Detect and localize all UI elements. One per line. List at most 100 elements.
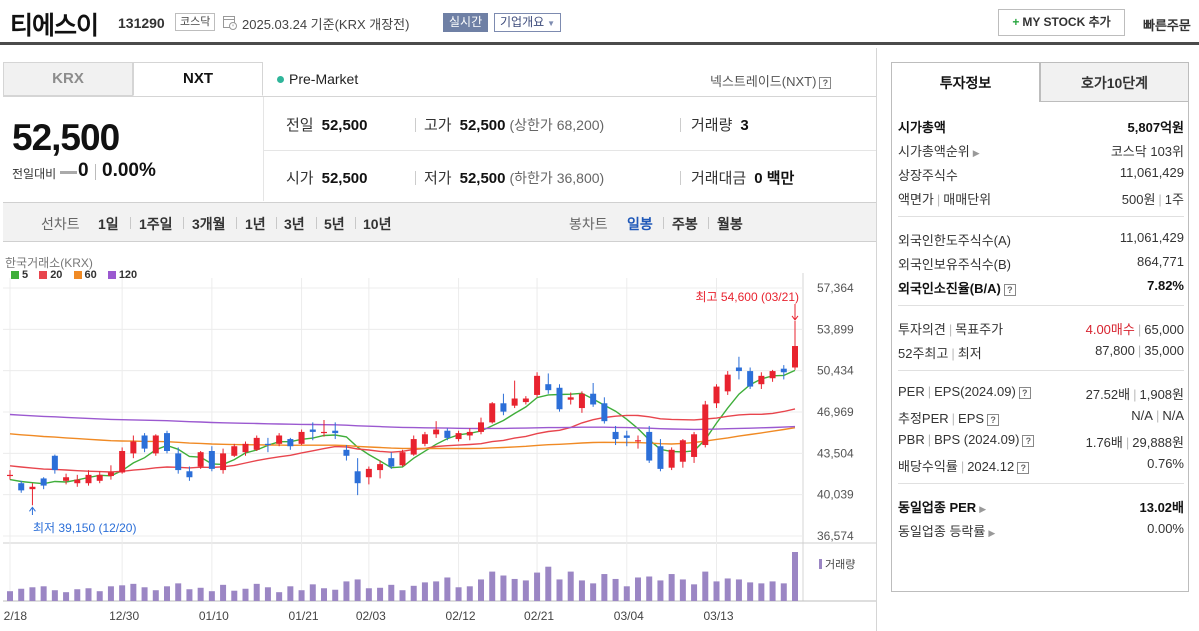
volume-bar (556, 579, 563, 601)
row-sector-per[interactable]: 동일업종 PER ▶ 13.02배 (898, 500, 1184, 515)
candle-body (646, 431, 653, 461)
help-icon[interactable]: ? (1022, 434, 1035, 447)
ma5-line (9, 369, 796, 485)
row-sector-change[interactable]: 동일업종 등락률 ▶ 0.00% (898, 521, 1184, 539)
period-10y[interactable]: 10년 (363, 216, 392, 232)
candle-body (343, 449, 350, 456)
arrow-up-icon (29, 506, 36, 512)
candle-body (556, 387, 563, 410)
row-market-cap-rank[interactable]: 시가총액순위 ▶ 코스닥 103위 (898, 144, 1184, 159)
volume-bar (635, 577, 641, 601)
period-1d[interactable]: 1일 (98, 216, 119, 232)
nextrade-info[interactable]: 넥스트레이드(NXT)? (710, 71, 832, 90)
row-per-eps: PER | EPS(2024.09)? 27.52배 | 1,908원 (898, 384, 1184, 402)
line-chart-label: 선차트 (41, 216, 80, 232)
volume-bar (612, 578, 619, 601)
divider (130, 217, 131, 229)
candle-body (119, 450, 126, 473)
chevron-right-icon: ▶ (988, 528, 996, 538)
plus-icon: + (1012, 15, 1020, 29)
volume-bar (724, 578, 731, 601)
help-icon[interactable]: ? (1017, 461, 1030, 474)
volume-bar (309, 584, 316, 601)
volume-bar (713, 581, 720, 601)
candle-monthly[interactable]: 월봉 (717, 216, 743, 232)
volume-label: 거래량 (825, 558, 855, 571)
candle-body (264, 443, 271, 446)
y-tick-label: 53,899 (817, 322, 854, 336)
chart-source: 한국거래소(KRX) (5, 256, 93, 270)
candle-body (500, 403, 507, 412)
volume-bar (601, 574, 608, 601)
row-foreign-ratio: 외국인소진율(B/A)? 7.82% (898, 278, 1184, 296)
help-icon[interactable]: ? (1003, 283, 1016, 296)
candlestick-chart[interactable]: 57,364 53,899 50,434 46,969 43,504 40,039 36,5… (3, 243, 876, 631)
volume-bar (433, 581, 440, 601)
quick-order-button[interactable]: 빠른주문 (1143, 15, 1191, 34)
volume-bar (478, 579, 484, 601)
period-3y[interactable]: 3년 (284, 216, 305, 232)
price-chart[interactable]: 한국거래소(KRX) 5 20 60 120 57,364 53,899 50,43… (3, 243, 876, 631)
candle-body (601, 403, 608, 422)
volume-bar (175, 583, 182, 601)
company-overview-button[interactable]: 기업개요 ▼ (494, 13, 562, 32)
row-52week: 52주최고 | 최저 87,800 | 35,000 (898, 343, 1184, 361)
volume-bar (410, 585, 417, 601)
volume-bar (735, 579, 742, 601)
volume-bar (152, 590, 159, 601)
candle-body (276, 435, 283, 444)
row-foreign-limit: 외국인한도주식수(A) 11,061,429 (898, 230, 1184, 248)
candle-body (332, 430, 339, 434)
help-icon[interactable]: ? (987, 413, 1000, 426)
help-icon[interactable]: ? (819, 76, 832, 89)
candle-body (792, 346, 798, 368)
right-panel: 투자정보 호가10단계 시가총액 5,807억원 시가총액순위 ▶ 코스닥 103위 … (876, 48, 1199, 631)
row-pbr-bps: PBR | BPS (2024.09)? 1.76배 | 29,888원 (898, 432, 1184, 450)
company-overview-label: 기업개요 (500, 15, 545, 29)
tab-hoga-10[interactable]: 호가10단계 (1040, 62, 1189, 102)
divider (183, 217, 184, 229)
candle-body (141, 435, 148, 449)
candle-body (713, 386, 720, 404)
exchange-tabs: KRX NXT (3, 62, 263, 96)
chevron-right-icon: ▶ (972, 148, 980, 158)
candle-body (702, 404, 709, 446)
premarket-label: Pre-Market (289, 71, 359, 87)
candle-body (421, 434, 428, 444)
row-market-cap: 시가총액 5,807억원 (898, 120, 1184, 135)
tab-invest-info[interactable]: 투자정보 (891, 62, 1040, 102)
tab-nxt[interactable]: NXT (133, 62, 263, 96)
legend-item: 20 (39, 269, 62, 281)
candle-body (780, 368, 787, 373)
candle-body (612, 431, 619, 440)
candle-body (354, 471, 361, 484)
stat-volume: 거래량 3 (691, 117, 749, 134)
my-stock-add-button[interactable]: + MY STOCK 추가 (998, 9, 1125, 36)
candle-body (578, 393, 585, 409)
volume-bar (466, 586, 473, 601)
candle-body (735, 367, 742, 372)
realtime-button[interactable]: 실시간 (443, 13, 489, 32)
help-icon[interactable]: ? (1018, 386, 1031, 399)
stat-open: 시가 52,500 (286, 170, 368, 187)
chevron-right-icon: ▶ (979, 504, 987, 514)
candle-weekly[interactable]: 주봉 (672, 216, 698, 232)
candle-body (444, 430, 451, 438)
volume-bar (321, 588, 327, 601)
candle-daily[interactable]: 일봉 (627, 216, 653, 232)
volume-bar (388, 584, 395, 601)
volume-bar (231, 590, 238, 601)
period-5y[interactable]: 5년 (324, 216, 345, 232)
volume-legend-swatch (819, 559, 822, 569)
volume-bar (758, 583, 765, 601)
candle-body (164, 433, 170, 451)
tab-krx[interactable]: KRX (3, 62, 133, 96)
period-3m[interactable]: 3개월 (192, 216, 226, 232)
volume-bar (377, 587, 384, 601)
calendar-clock-icon (223, 16, 237, 30)
volume-bar (444, 577, 451, 601)
period-1y[interactable]: 1년 (245, 216, 266, 232)
invest-info-table: 시가총액 5,807억원 시가총액순위 ▶ 코스닥 103위 상장주식수 11,061,… (891, 102, 1189, 592)
period-1w[interactable]: 1주일 (139, 216, 173, 232)
volume-bar (63, 592, 70, 601)
